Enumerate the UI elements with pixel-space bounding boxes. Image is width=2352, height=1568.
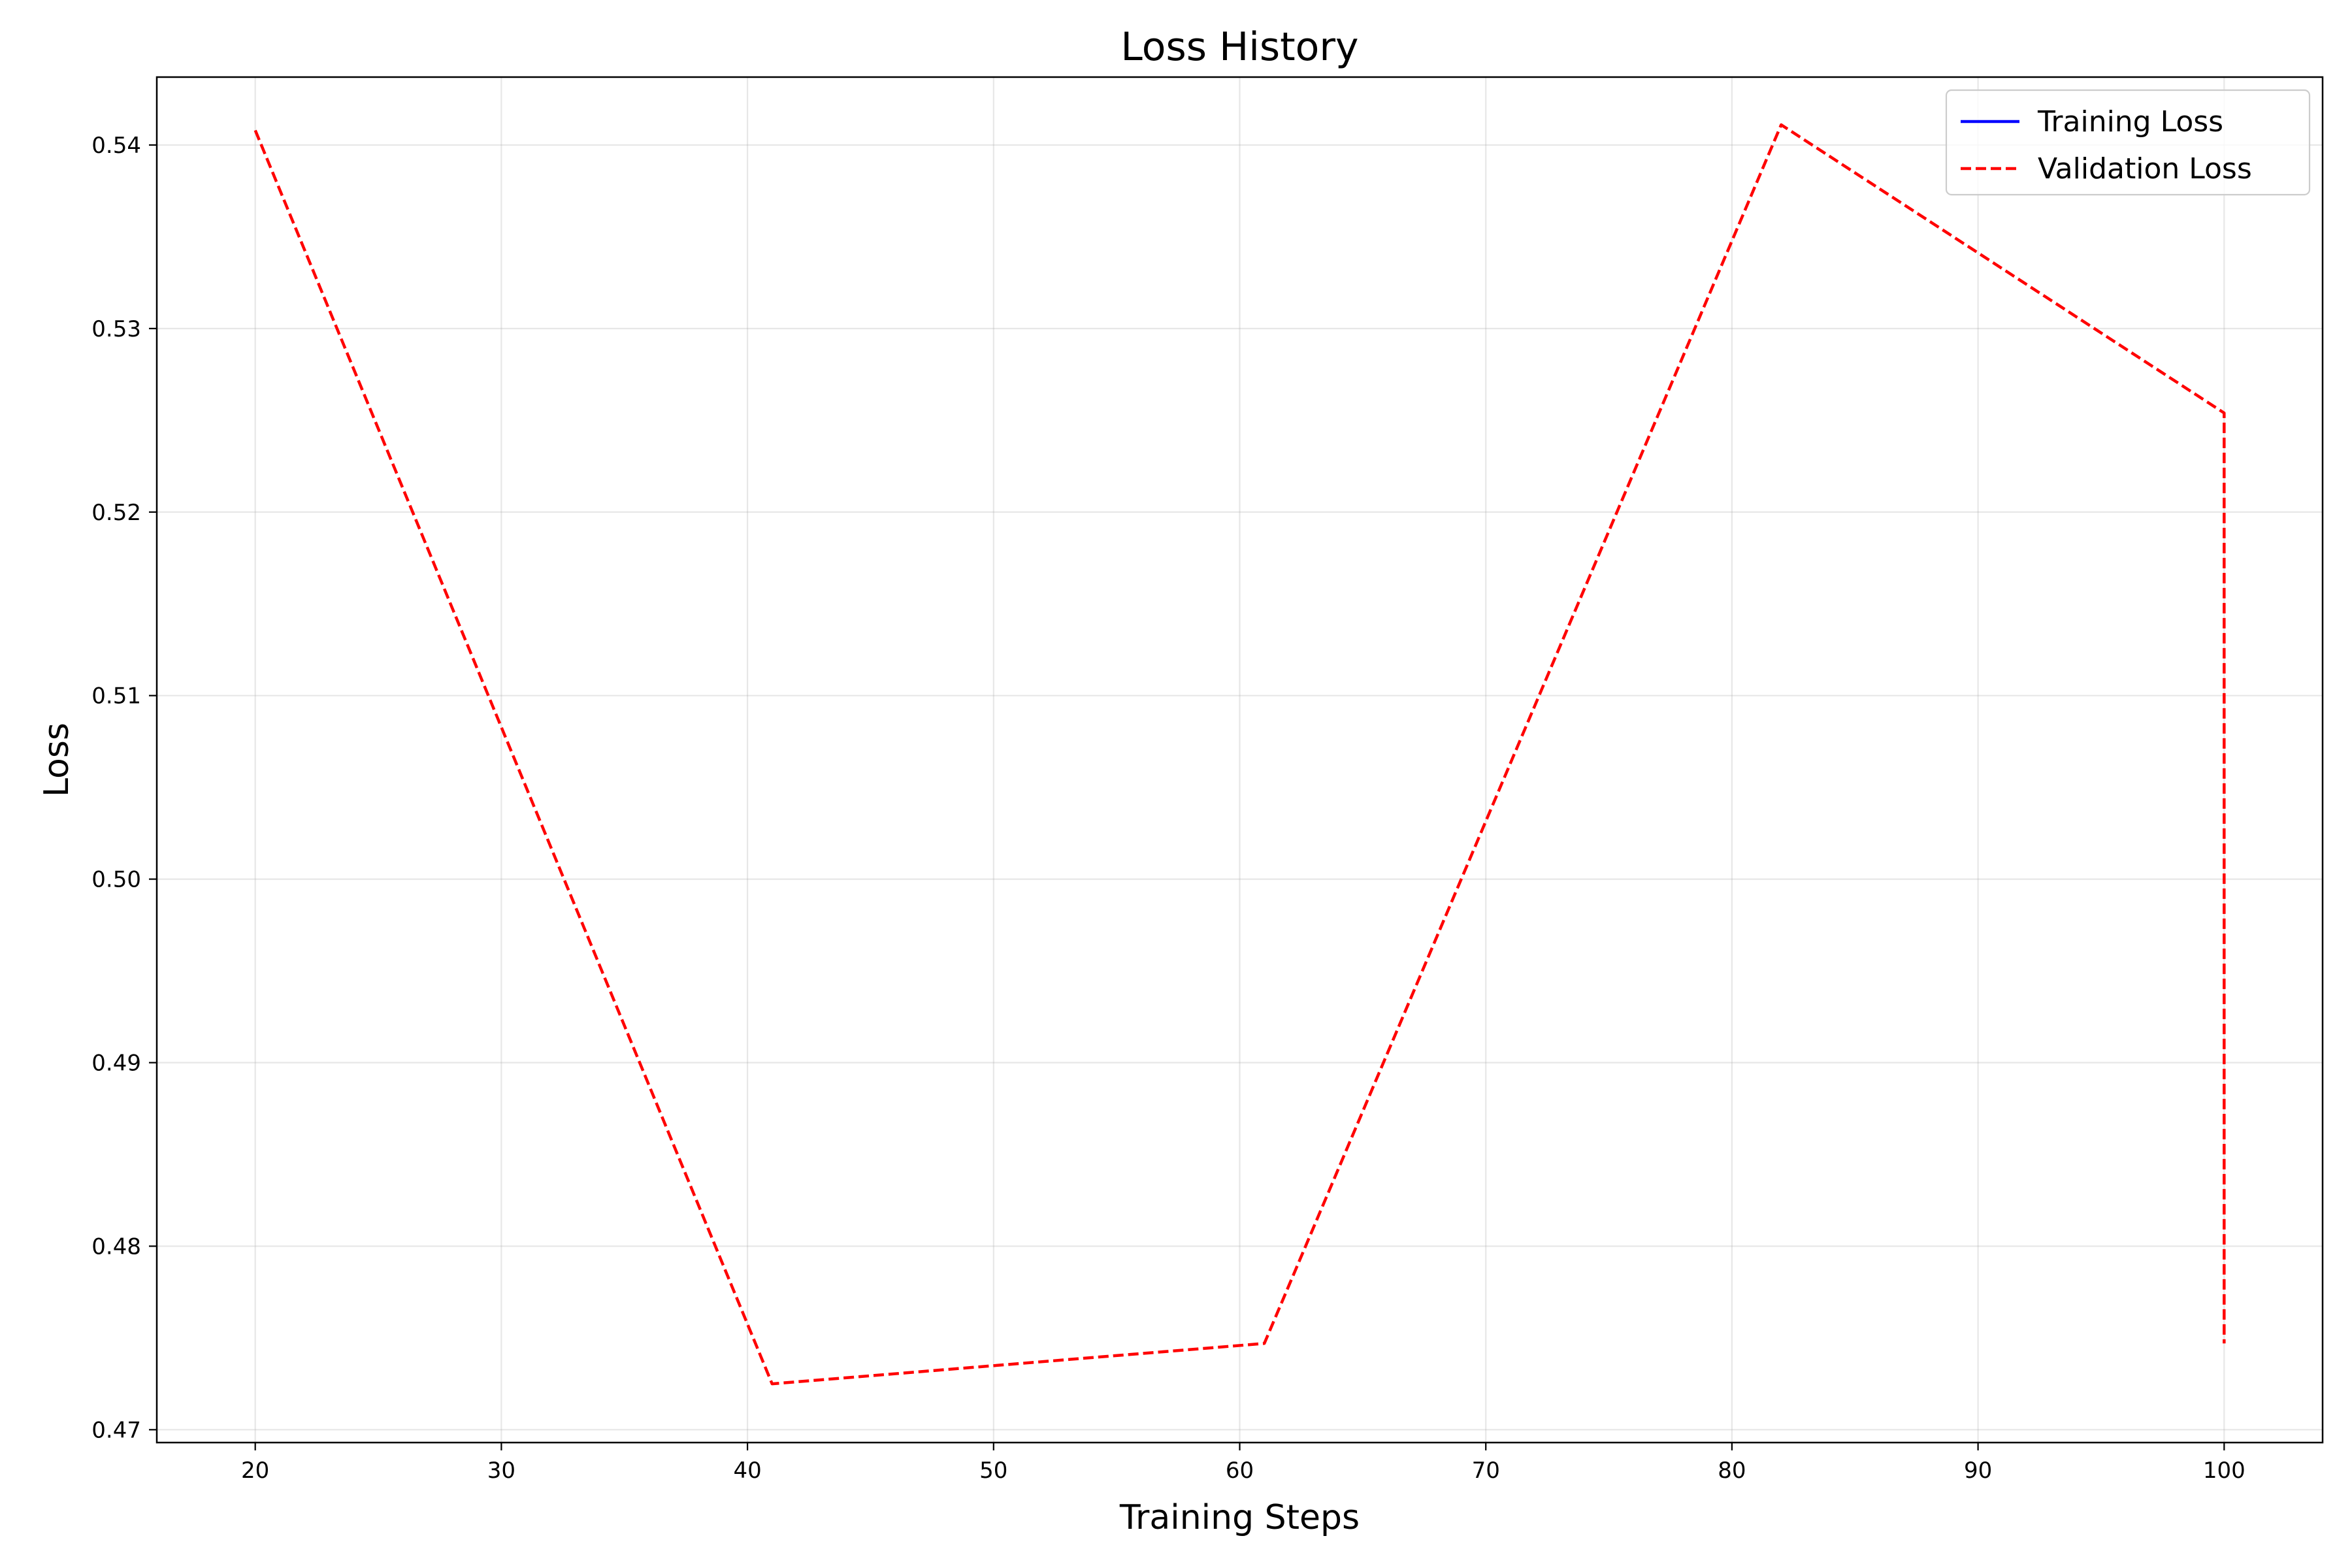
legend: Training Loss Validation Loss xyxy=(1945,89,2311,196)
y-tick-label-5: 0.52 xyxy=(91,500,141,526)
y-tick-label-3: 0.50 xyxy=(91,867,141,893)
series-lines xyxy=(253,123,2226,1386)
y-tick-label-0: 0.47 xyxy=(91,1417,141,1443)
y-tick-label-7: 0.54 xyxy=(91,133,141,159)
legend-box xyxy=(1945,89,2311,196)
grid xyxy=(157,77,2323,1443)
x-axis-title: Training Steps xyxy=(1119,1498,1360,1537)
y-tick-label-2: 0.49 xyxy=(91,1051,141,1077)
y-tick-label-4: 0.51 xyxy=(91,683,141,710)
x-tick-label-1: 30 xyxy=(487,1458,515,1484)
y-tick-label-1: 0.48 xyxy=(91,1233,141,1260)
x-tick-label-2: 40 xyxy=(733,1458,761,1484)
x-tick-label-3: 50 xyxy=(979,1458,1007,1484)
x-tick-label-0: 20 xyxy=(241,1458,269,1484)
x-tick-label-6: 80 xyxy=(1718,1458,1746,1484)
x-tick-label-7: 90 xyxy=(1964,1458,1992,1484)
axis-ticks: 20 30 40 50 60 70 80 90 100 0.47 0.48 0.49 0.50 0.51 0… xyxy=(91,133,2245,1484)
series-line-1 xyxy=(253,123,2226,1386)
y-tick-label-6: 0.53 xyxy=(91,316,141,342)
chart-title: Loss History xyxy=(1120,24,1358,70)
x-tick-label-4: 60 xyxy=(1226,1458,1254,1484)
legend-label-0: Training Loss xyxy=(2037,105,2223,139)
legend-label-1: Validation Loss xyxy=(2038,152,2252,186)
x-tick-label-5: 70 xyxy=(1472,1458,1500,1484)
x-tick-label-8: 100 xyxy=(2203,1458,2246,1484)
y-axis-title: Loss xyxy=(37,723,76,797)
